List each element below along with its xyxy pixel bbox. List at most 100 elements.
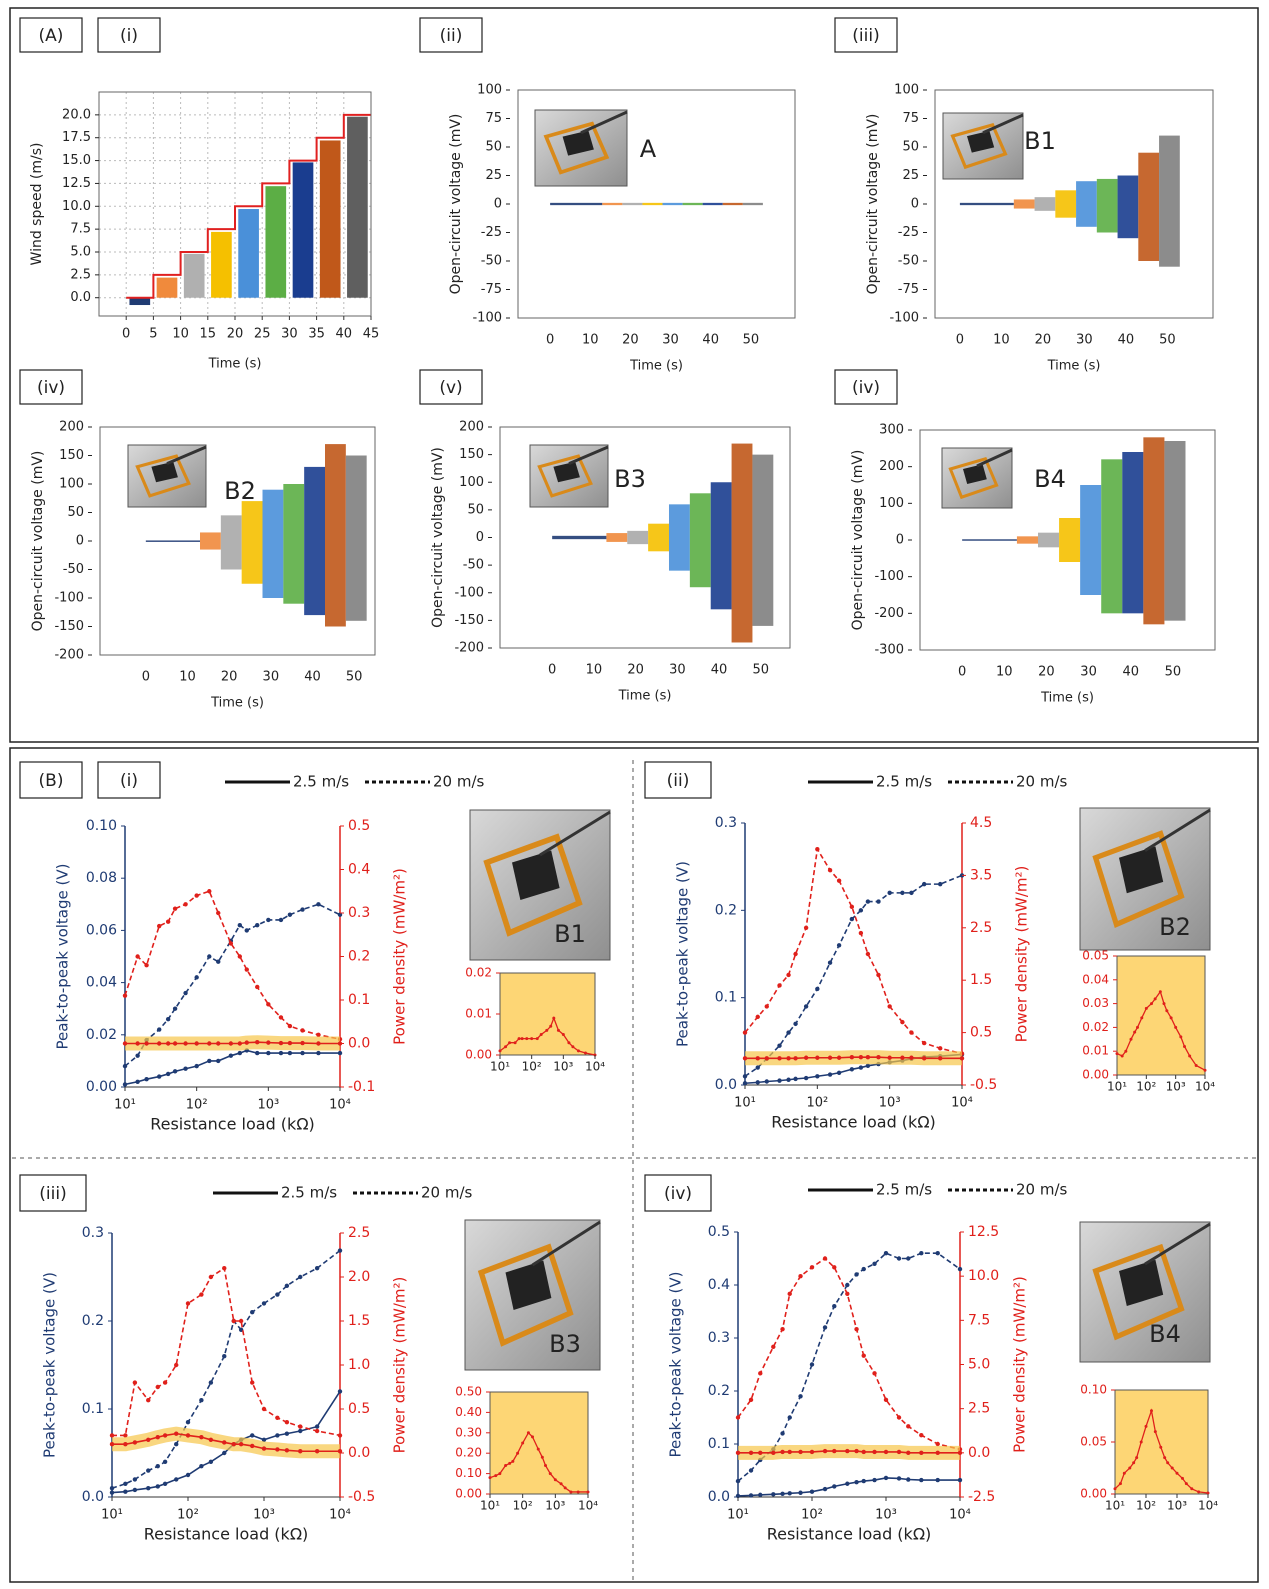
marker <box>909 1030 913 1034</box>
marker <box>110 1490 114 1494</box>
y-tick-label: 100 <box>459 475 484 490</box>
marker <box>859 1065 863 1069</box>
signal-envelope <box>1143 437 1164 624</box>
marker <box>837 1071 841 1075</box>
signal-envelope <box>962 539 1017 541</box>
marker <box>862 1267 866 1271</box>
marker <box>758 1493 762 1497</box>
x-tick-label: 10 <box>993 333 1010 348</box>
y-tick-label: 150 <box>459 447 484 462</box>
marker <box>780 1327 784 1331</box>
y-tick-label: -200 <box>54 648 84 663</box>
y-tick-label: 0.0 <box>715 1077 737 1093</box>
inset-marker <box>1133 1031 1136 1034</box>
panel-label: (v) <box>439 378 462 398</box>
marker <box>909 1056 913 1060</box>
y-tick-label: -2.5 <box>968 1489 995 1505</box>
marker <box>133 1440 137 1444</box>
y-tick-label: 0 <box>896 533 904 548</box>
y-tick-label: 0.04 <box>86 975 117 991</box>
y-tick-label: -75 <box>481 282 502 297</box>
signal-envelope <box>1080 485 1101 595</box>
inset-marker <box>1150 1409 1153 1412</box>
x-tick-label: 50 <box>346 670 363 685</box>
marker <box>845 1482 849 1486</box>
y-axis-title: Open-circuit voltage (mV) <box>30 451 46 632</box>
y-tick-label: 0.0 <box>82 1489 104 1505</box>
marker <box>266 918 270 922</box>
marker <box>209 1380 213 1384</box>
y2-axis-title: Power density (mW/m²) <box>1011 1276 1029 1453</box>
marker <box>207 1059 211 1063</box>
inset-marker <box>1150 1002 1153 1005</box>
y-axis-title: Open-circuit voltage (mV) <box>850 450 866 631</box>
y-tick-label: 100 <box>894 83 919 98</box>
x-tick-label: 10¹ <box>490 1060 510 1074</box>
x-tick-label: 20 <box>622 333 639 348</box>
signal-envelope <box>550 203 602 205</box>
marker <box>919 1451 923 1455</box>
marker <box>897 1256 901 1260</box>
y-tick-label: -75 <box>898 282 919 297</box>
marker <box>199 1435 203 1439</box>
signal-envelope <box>602 203 622 205</box>
inset-marker <box>527 1431 530 1434</box>
marker <box>156 1464 160 1468</box>
marker <box>209 1275 213 1279</box>
y-axis-title: Peak-to-peak voltage (V) <box>667 1272 685 1458</box>
marker <box>288 1041 292 1045</box>
marker <box>207 1041 211 1045</box>
inset-marker <box>1195 1064 1198 1067</box>
y-tick-label: 50 <box>902 140 919 155</box>
inset-marker <box>1154 1430 1157 1433</box>
inset-marker <box>1174 1026 1177 1029</box>
marker <box>859 931 863 935</box>
x-tick-label: 10¹ <box>1105 1499 1125 1513</box>
inset-marker <box>1132 1461 1135 1464</box>
marker <box>173 1007 177 1011</box>
y-tick-label: 0.00 <box>86 1079 117 1095</box>
y-tick-label: -100 <box>874 569 904 584</box>
y-tick-label: 0.08 <box>86 870 117 886</box>
inset-marker <box>1119 1482 1122 1485</box>
marker <box>756 1080 760 1084</box>
marker <box>174 1363 178 1367</box>
marker <box>780 1492 784 1496</box>
y-tick-label: -200 <box>874 606 904 621</box>
marker <box>876 973 880 977</box>
y-tick-label: 300 <box>879 423 904 438</box>
marker <box>815 987 819 991</box>
y-tick-label: 0.3 <box>82 1225 104 1241</box>
inset-marker <box>1135 1456 1138 1459</box>
legend-label: 2.5 m/s <box>293 773 349 791</box>
y-tick-label: 0.00 <box>1082 1068 1109 1082</box>
y-tick-label: 0.30 <box>455 1425 482 1439</box>
y-tick-label: 2.5 <box>968 1401 990 1417</box>
marker <box>199 1398 203 1402</box>
marker <box>186 1420 190 1424</box>
marker <box>884 1398 888 1402</box>
marker <box>788 1450 792 1454</box>
y-tick-label: -200 <box>454 641 484 656</box>
y-tick-label: 200 <box>459 420 484 435</box>
legend-label: 20 m/s <box>1016 773 1068 791</box>
marker <box>135 1080 139 1084</box>
signal-envelope <box>683 203 703 205</box>
signal-envelope <box>1076 181 1097 227</box>
marker <box>810 1450 814 1454</box>
marker <box>298 1449 302 1453</box>
x-tick-label: 10⁴ <box>578 1499 598 1513</box>
y-tick-label: 0.05 <box>1082 949 1109 963</box>
inset-marker <box>489 1476 492 1479</box>
marker <box>183 991 187 995</box>
marker <box>845 1283 849 1287</box>
marker <box>938 1046 942 1050</box>
marker <box>285 1284 289 1288</box>
signal-envelope <box>1164 441 1185 621</box>
y-axis-title: Open-circuit voltage (mV) <box>448 114 464 295</box>
y-tick-label: -0.5 <box>970 1077 997 1093</box>
marker <box>866 899 870 903</box>
marker <box>194 1064 198 1068</box>
legend-label: 20 m/s <box>421 1184 473 1202</box>
x-tick-label: 30 <box>263 670 280 685</box>
